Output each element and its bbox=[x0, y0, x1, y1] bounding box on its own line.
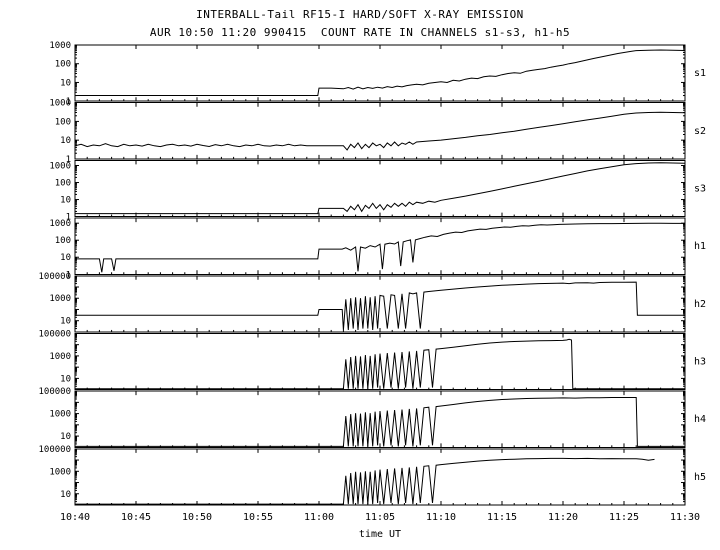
xtick-label: 10:50 bbox=[182, 512, 212, 523]
channel-label-h3: h3 bbox=[694, 357, 706, 368]
plot-title: INTERBALL-Tail RF15-I HARD/SOFT X-RAY EM… bbox=[196, 8, 524, 21]
xtick-label: 11:05 bbox=[365, 512, 395, 523]
panel-frame-h2 bbox=[74, 275, 686, 333]
ytick-label-h5: 1000 bbox=[49, 467, 71, 477]
channel-label-h2: h2 bbox=[694, 299, 706, 310]
ytick-label-h1: 1 bbox=[66, 270, 71, 280]
ytick-label-s1: 1 bbox=[66, 97, 71, 107]
ytick-label-s3: 1 bbox=[66, 213, 71, 223]
ytick-label-s3: 10 bbox=[60, 196, 71, 206]
ytick-label-s2: 10 bbox=[60, 136, 71, 146]
ytick-label-h3: 10 bbox=[60, 374, 71, 384]
ytick-label-s2: 100 bbox=[55, 117, 71, 127]
ytick-label-s2: 1 bbox=[66, 155, 71, 165]
series-s1 bbox=[75, 49, 686, 96]
ytick-label-h5: 100000 bbox=[38, 445, 71, 455]
panel-frame-h3 bbox=[74, 332, 686, 391]
xtick-label: 10:40 bbox=[60, 512, 90, 523]
ytick-label-h5: 10 bbox=[60, 490, 71, 500]
ytick-label-h4: 1000 bbox=[49, 410, 71, 420]
series-h3 bbox=[75, 338, 685, 390]
channel-label-s2: s2 bbox=[694, 126, 706, 137]
xtick-label: 10:45 bbox=[121, 512, 151, 523]
ytick-label-s1: 1000 bbox=[49, 41, 71, 51]
xtick-label: 11:25 bbox=[609, 512, 639, 523]
xtick-label: 11:10 bbox=[426, 512, 456, 523]
ytick-label-h2: 1000 bbox=[49, 294, 71, 304]
ytick-label-h1: 100 bbox=[55, 236, 71, 246]
ytick-label-h3: 100000 bbox=[38, 329, 71, 339]
xtick-label: 10:55 bbox=[243, 512, 273, 523]
ytick-label-h3: 1000 bbox=[49, 352, 71, 362]
series-h4 bbox=[75, 397, 685, 447]
channel-label-h1: h1 bbox=[694, 241, 706, 252]
ytick-label-h4: 100000 bbox=[38, 387, 71, 397]
ytick-label-s1: 100 bbox=[55, 60, 71, 70]
series-h1 bbox=[75, 222, 685, 273]
ytick-label-h4: 10 bbox=[60, 432, 71, 442]
ytick-label-s2: 1000 bbox=[49, 99, 71, 109]
series-h5 bbox=[75, 457, 655, 505]
panel-frame-s2 bbox=[74, 102, 686, 160]
ytick-label-h2: 100000 bbox=[38, 272, 71, 282]
ytick-label-s3: 100 bbox=[55, 179, 71, 189]
channel-label-s1: s1 bbox=[694, 68, 706, 79]
channel-label-h5: h5 bbox=[694, 472, 706, 483]
channel-label-h4: h4 bbox=[694, 414, 706, 425]
x-axis-label: time UT bbox=[358, 529, 402, 540]
ytick-label-s1: 10 bbox=[60, 78, 71, 88]
series-s3 bbox=[75, 162, 686, 215]
ytick-label-h2: 10 bbox=[60, 317, 71, 327]
panel-frame-h5 bbox=[74, 448, 686, 506]
ytick-label-s3: 1000 bbox=[49, 161, 71, 171]
xtick-label: 11:15 bbox=[487, 512, 517, 523]
panel-frame-s3 bbox=[74, 159, 686, 218]
ytick-label-h1: 1000 bbox=[49, 219, 71, 229]
xtick-label: 11:30 bbox=[670, 512, 700, 523]
plot-subtitle: AUR 10:50 11:20 990415 COUNT RATE IN CHA… bbox=[149, 26, 571, 39]
channel-label-s3: s3 bbox=[694, 183, 706, 194]
series-h2 bbox=[75, 281, 685, 331]
xtick-label: 11:00 bbox=[304, 512, 334, 523]
panel-frame-h4 bbox=[74, 390, 686, 448]
panel-frame-s1 bbox=[74, 44, 686, 102]
xtick-label: 11:20 bbox=[548, 512, 578, 523]
ytick-label-h1: 10 bbox=[60, 253, 71, 263]
series-s2 bbox=[74, 111, 686, 151]
